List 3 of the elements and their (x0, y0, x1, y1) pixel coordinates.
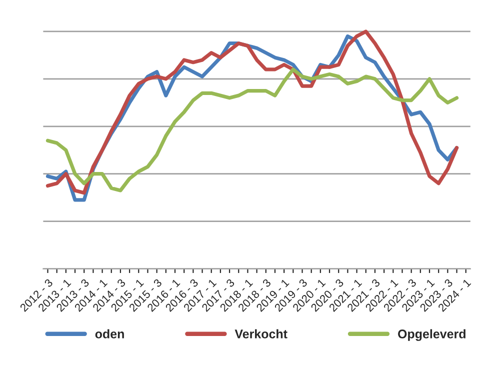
legend-label: Opgeleverd (398, 329, 466, 341)
legend-label: oden (95, 329, 124, 338)
legend-label: Verkocht (234, 329, 288, 338)
